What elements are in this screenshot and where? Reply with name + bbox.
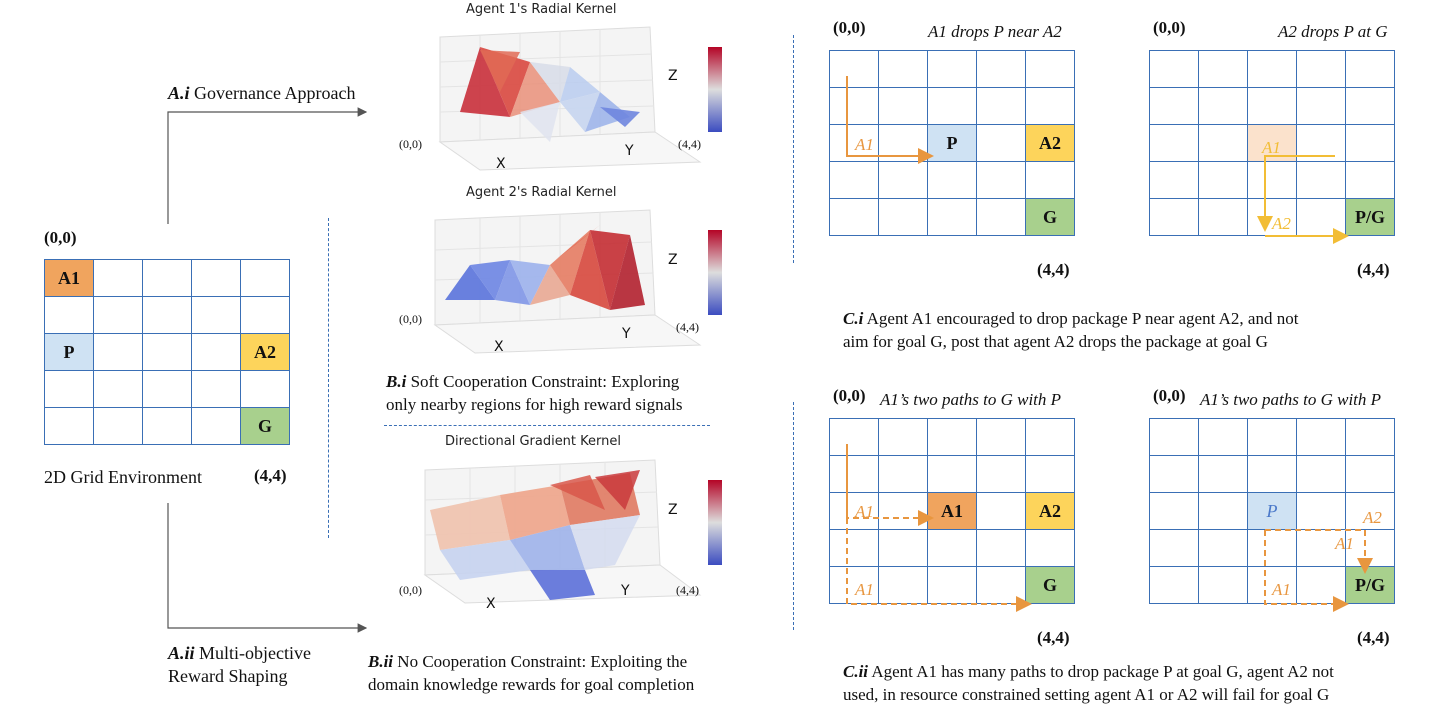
env-cell-p: P xyxy=(44,333,94,371)
kernel1-origin: (0,0) xyxy=(399,137,422,151)
kernel1-y-label: Y xyxy=(625,143,634,159)
approach-aii-label: A.ii Multi-objective Reward Shaping xyxy=(168,643,311,686)
cii-right-origin: (0,0) xyxy=(1153,386,1186,405)
kernel3-y-label: Y xyxy=(621,583,630,599)
divider-left xyxy=(328,218,329,538)
ci-left-cell-p: P xyxy=(927,124,977,162)
ci-left-cell-a2: A2 xyxy=(1025,124,1075,162)
cii-right-cell-pg: P/G xyxy=(1345,566,1395,604)
ci-left-title: A1 drops P near A2 xyxy=(928,22,1062,41)
ci-left-path-a1: A1 xyxy=(855,135,874,154)
env-cell-g: G xyxy=(240,407,290,445)
kernel2-x-label: X xyxy=(494,339,504,355)
cii-right-end: (4,4) xyxy=(1357,628,1390,647)
kernel3-z-label: Z xyxy=(668,502,678,518)
cii-right-path-a2: A2 xyxy=(1363,508,1382,527)
cii-right-path-a1-lower: A1 xyxy=(1272,580,1291,599)
cii-right-title: A1’s two paths to G with P xyxy=(1200,390,1382,409)
cii-left-path-a1-lower: A1 xyxy=(855,580,874,599)
kernel1-z-label: Z xyxy=(668,68,678,84)
cii-left-cell-a1: A1 xyxy=(927,492,977,530)
divider-right-top xyxy=(793,35,794,263)
caption-c-ii: C.ii Agent A1 has many paths to drop pac… xyxy=(843,662,1334,704)
cii-left-path-a1-upper: A1 xyxy=(855,502,874,521)
kernel3-origin: (0,0) xyxy=(399,583,422,597)
kernel1-x-label: X xyxy=(496,156,506,172)
caption-c-i: C.i Agent A1 encouraged to drop package … xyxy=(843,309,1299,351)
ci-left-cell-g: G xyxy=(1025,198,1075,236)
ci-right-origin: (0,0) xyxy=(1153,18,1186,37)
kernel3-title: Directional Gradient Kernel xyxy=(445,434,621,449)
caption-b-i: B.i Soft Cooperation Constraint: Explori… xyxy=(386,372,683,414)
env-end-label: (4,4) xyxy=(254,466,287,485)
kernel2-z-label: Z xyxy=(668,252,678,268)
kernel2-surface-plot xyxy=(433,209,722,354)
kernel1-surface-plot xyxy=(438,26,722,171)
kernel2-y-label: Y xyxy=(622,326,631,342)
kernel2-origin: (0,0) xyxy=(399,312,422,326)
cii-left-cell-a2: A2 xyxy=(1025,492,1075,530)
env-origin-label: (0,0) xyxy=(44,228,77,247)
environment-grid: A1 P A2 G xyxy=(44,259,290,445)
caption-b-ii: B.ii No Cooperation Constraint: Exploiti… xyxy=(368,652,695,694)
approach-ai-label: A.i Governance Approach xyxy=(168,83,356,103)
kernel1-title: Agent 1's Radial Kernel xyxy=(466,2,617,17)
ci-left-end: (4,4) xyxy=(1037,260,1070,279)
cii-right-cell-p: P xyxy=(1247,492,1297,530)
cii-left-title: A1’s two paths to G with P xyxy=(880,390,1062,409)
env-cell-a1: A1 xyxy=(44,259,94,297)
cii-right-grid: P P/G xyxy=(1149,418,1395,604)
ci-left-origin: (0,0) xyxy=(833,18,866,37)
ci-right-end: (4,4) xyxy=(1357,260,1390,279)
kernel3-x-label: X xyxy=(486,596,496,612)
kernel2-title: Agent 2's Radial Kernel xyxy=(466,185,617,200)
divider-middle xyxy=(384,425,710,426)
kernel2-end: (4,4) xyxy=(676,320,699,334)
ci-right-path-a1: A1 xyxy=(1262,138,1281,157)
kernel3-surface-plot xyxy=(423,459,722,604)
ci-right-path-a2: A2 xyxy=(1272,214,1291,233)
cii-right-path-a1-upper: A1 xyxy=(1335,534,1354,553)
env-cell-a2: A2 xyxy=(240,333,290,371)
ci-right-title: A2 drops P at G xyxy=(1278,22,1388,41)
env-caption: 2D Grid Environment xyxy=(44,467,202,487)
cii-left-origin: (0,0) xyxy=(833,386,866,405)
kernel3-end: (4,4) xyxy=(676,583,699,597)
cii-left-end: (4,4) xyxy=(1037,628,1070,647)
ci-right-cell-pg: P/G xyxy=(1345,198,1395,236)
divider-right-bottom xyxy=(793,402,794,630)
kernel1-end: (4,4) xyxy=(678,137,701,151)
cii-left-cell-g: G xyxy=(1025,566,1075,604)
